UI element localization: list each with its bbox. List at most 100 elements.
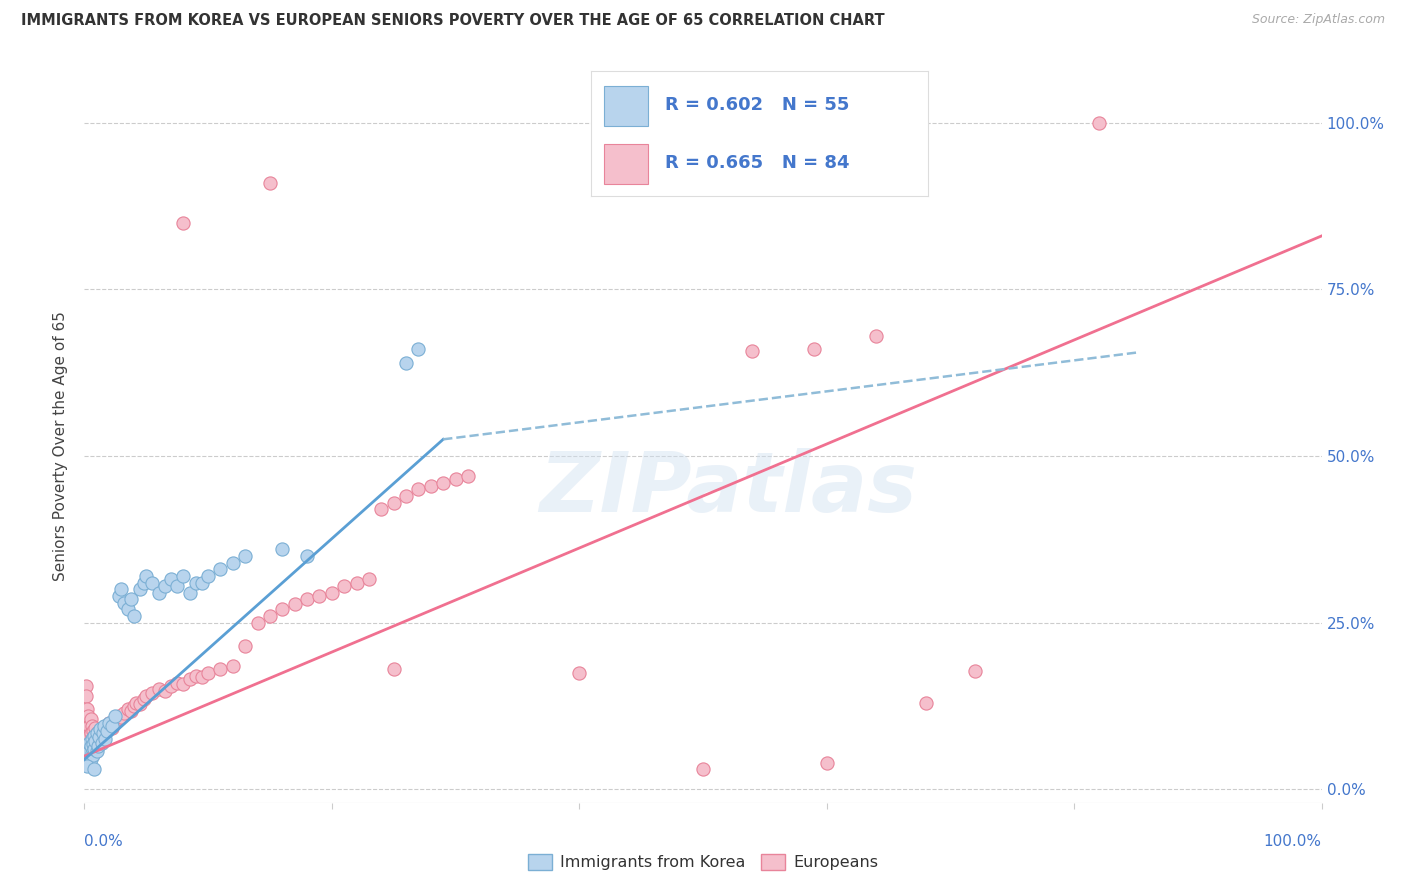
Legend: Immigrants from Korea, Europeans: Immigrants from Korea, Europeans	[522, 847, 884, 877]
Point	[141, 686, 163, 700]
Point	[129, 697, 152, 711]
Point	[79, 729, 101, 743]
Point	[112, 596, 135, 610]
Point	[83, 729, 105, 743]
Point	[98, 715, 121, 730]
Point	[295, 592, 318, 607]
Point	[120, 704, 142, 718]
Point	[108, 709, 131, 723]
Point	[209, 662, 232, 676]
Point	[79, 713, 101, 727]
Point	[914, 696, 936, 710]
Point	[129, 582, 152, 597]
Point	[148, 682, 170, 697]
Point	[84, 731, 107, 745]
Point	[82, 723, 104, 738]
Point	[86, 725, 108, 739]
Point	[179, 585, 201, 599]
Point	[80, 732, 103, 747]
Point	[815, 756, 838, 770]
Point	[87, 731, 110, 745]
Point	[90, 728, 112, 742]
Point	[90, 736, 112, 750]
Point	[87, 739, 110, 753]
Point	[91, 723, 114, 737]
Point	[148, 585, 170, 599]
Point	[271, 602, 294, 616]
Text: IMMIGRANTS FROM KOREA VS EUROPEAN SENIORS POVERTY OVER THE AGE OF 65 CORRELATION: IMMIGRANTS FROM KOREA VS EUROPEAN SENIOR…	[21, 13, 884, 29]
Point	[79, 752, 101, 766]
Point	[271, 542, 294, 557]
Point	[110, 582, 132, 597]
Point	[965, 664, 987, 678]
Point	[444, 472, 467, 486]
Point	[432, 475, 454, 490]
Point	[333, 579, 356, 593]
Point	[153, 579, 176, 593]
Point	[77, 742, 100, 756]
Point	[382, 496, 405, 510]
Point	[93, 719, 115, 733]
Point	[83, 729, 105, 743]
Point	[125, 696, 148, 710]
Point	[105, 713, 128, 727]
Point	[84, 721, 107, 735]
Point	[197, 569, 219, 583]
Text: R = 0.665   N = 84: R = 0.665 N = 84	[665, 153, 849, 171]
Point	[209, 562, 232, 576]
Point	[222, 659, 245, 673]
Point	[160, 679, 183, 693]
Point	[233, 639, 256, 653]
Point	[86, 725, 108, 739]
Point	[395, 356, 418, 370]
Point	[246, 615, 269, 630]
Point	[83, 739, 105, 753]
Text: 0.0%: 0.0%	[84, 834, 124, 849]
Text: R = 0.602   N = 55: R = 0.602 N = 55	[665, 96, 849, 114]
Point	[75, 749, 97, 764]
Point	[160, 573, 183, 587]
Point	[89, 732, 111, 747]
Point	[89, 723, 111, 738]
Point	[184, 669, 207, 683]
Point	[122, 699, 145, 714]
Point	[82, 737, 104, 751]
Point	[172, 216, 194, 230]
Point	[419, 479, 441, 493]
Point	[100, 719, 122, 733]
Point	[408, 483, 430, 497]
Point	[77, 750, 100, 764]
Point	[89, 723, 111, 737]
Point	[82, 747, 104, 762]
Point	[79, 739, 101, 753]
Point	[382, 662, 405, 676]
Point	[370, 502, 392, 516]
Point	[191, 670, 214, 684]
Point	[117, 702, 139, 716]
Point	[122, 609, 145, 624]
Point	[83, 742, 105, 756]
Point	[76, 702, 98, 716]
Point	[141, 575, 163, 590]
Point	[357, 573, 380, 587]
Point	[1088, 115, 1111, 129]
Text: 100.0%: 100.0%	[1264, 834, 1322, 849]
Point	[803, 343, 825, 357]
Point	[80, 732, 103, 747]
Point	[457, 469, 479, 483]
Point	[108, 589, 131, 603]
Point	[184, 575, 207, 590]
FancyBboxPatch shape	[605, 87, 648, 127]
Point	[841, 115, 863, 129]
Point	[408, 343, 430, 357]
Point	[135, 569, 157, 583]
Point	[166, 675, 188, 690]
Point	[865, 329, 887, 343]
Text: ZIPatlas: ZIPatlas	[538, 449, 917, 529]
Point	[259, 176, 281, 190]
Point	[79, 719, 101, 733]
Point	[741, 343, 763, 358]
Point	[295, 549, 318, 563]
Point	[94, 732, 117, 747]
Point	[75, 689, 97, 703]
